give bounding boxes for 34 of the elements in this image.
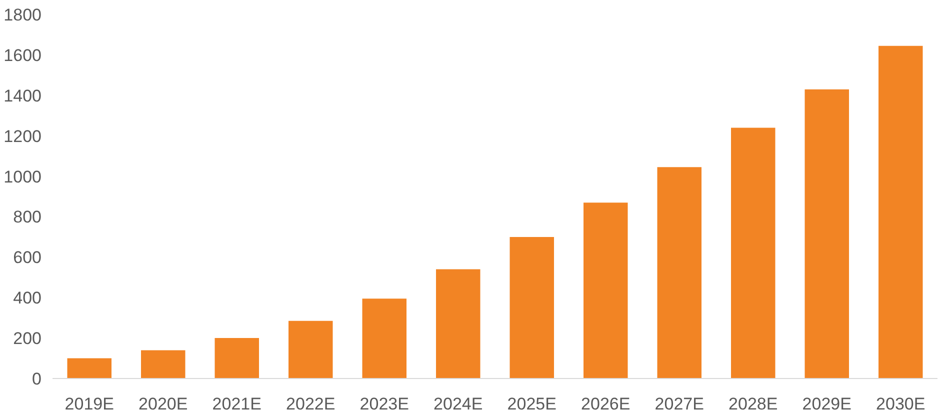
y-tick-label: 1400 bbox=[4, 86, 42, 106]
bar bbox=[510, 236, 554, 378]
x-tick-label: 2019E bbox=[64, 394, 114, 414]
bar bbox=[362, 298, 406, 378]
y-tick-label: 1600 bbox=[4, 46, 42, 65]
x-tick-label: 2024E bbox=[434, 394, 483, 414]
y-tick-label: 400 bbox=[13, 288, 42, 308]
bar bbox=[878, 46, 923, 378]
bar bbox=[67, 358, 112, 378]
y-tick-label: 600 bbox=[13, 248, 42, 268]
x-tick-label: 2022E bbox=[286, 394, 336, 414]
x-tick-label: 2020E bbox=[138, 394, 188, 414]
bar bbox=[657, 167, 702, 378]
x-tick-label: 2023E bbox=[360, 394, 409, 414]
y-tick-label: 1200 bbox=[4, 126, 42, 146]
bar bbox=[731, 128, 776, 378]
x-tick-label: 2030E bbox=[876, 394, 926, 414]
y-tick-label: 800 bbox=[13, 208, 42, 227]
x-tick-label: 2029E bbox=[802, 394, 852, 414]
x-tick-label: 2025E bbox=[507, 394, 556, 414]
x-tick-label: 2026E bbox=[581, 394, 630, 414]
y-tick-label: 1000 bbox=[4, 167, 42, 186]
bar bbox=[141, 350, 186, 378]
y-tick-label: 0 bbox=[32, 370, 42, 388]
bar bbox=[288, 320, 333, 378]
bar bbox=[214, 338, 259, 378]
bar bbox=[584, 202, 628, 378]
x-tick-label: 2028E bbox=[728, 394, 778, 414]
y-tick-label: 1800 bbox=[4, 6, 42, 24]
y-tick-label: 200 bbox=[13, 329, 42, 348]
bar bbox=[436, 269, 480, 378]
bar bbox=[804, 89, 849, 378]
x-tick-label: 2027E bbox=[654, 394, 704, 414]
x-tick-label: 2021E bbox=[212, 394, 262, 414]
